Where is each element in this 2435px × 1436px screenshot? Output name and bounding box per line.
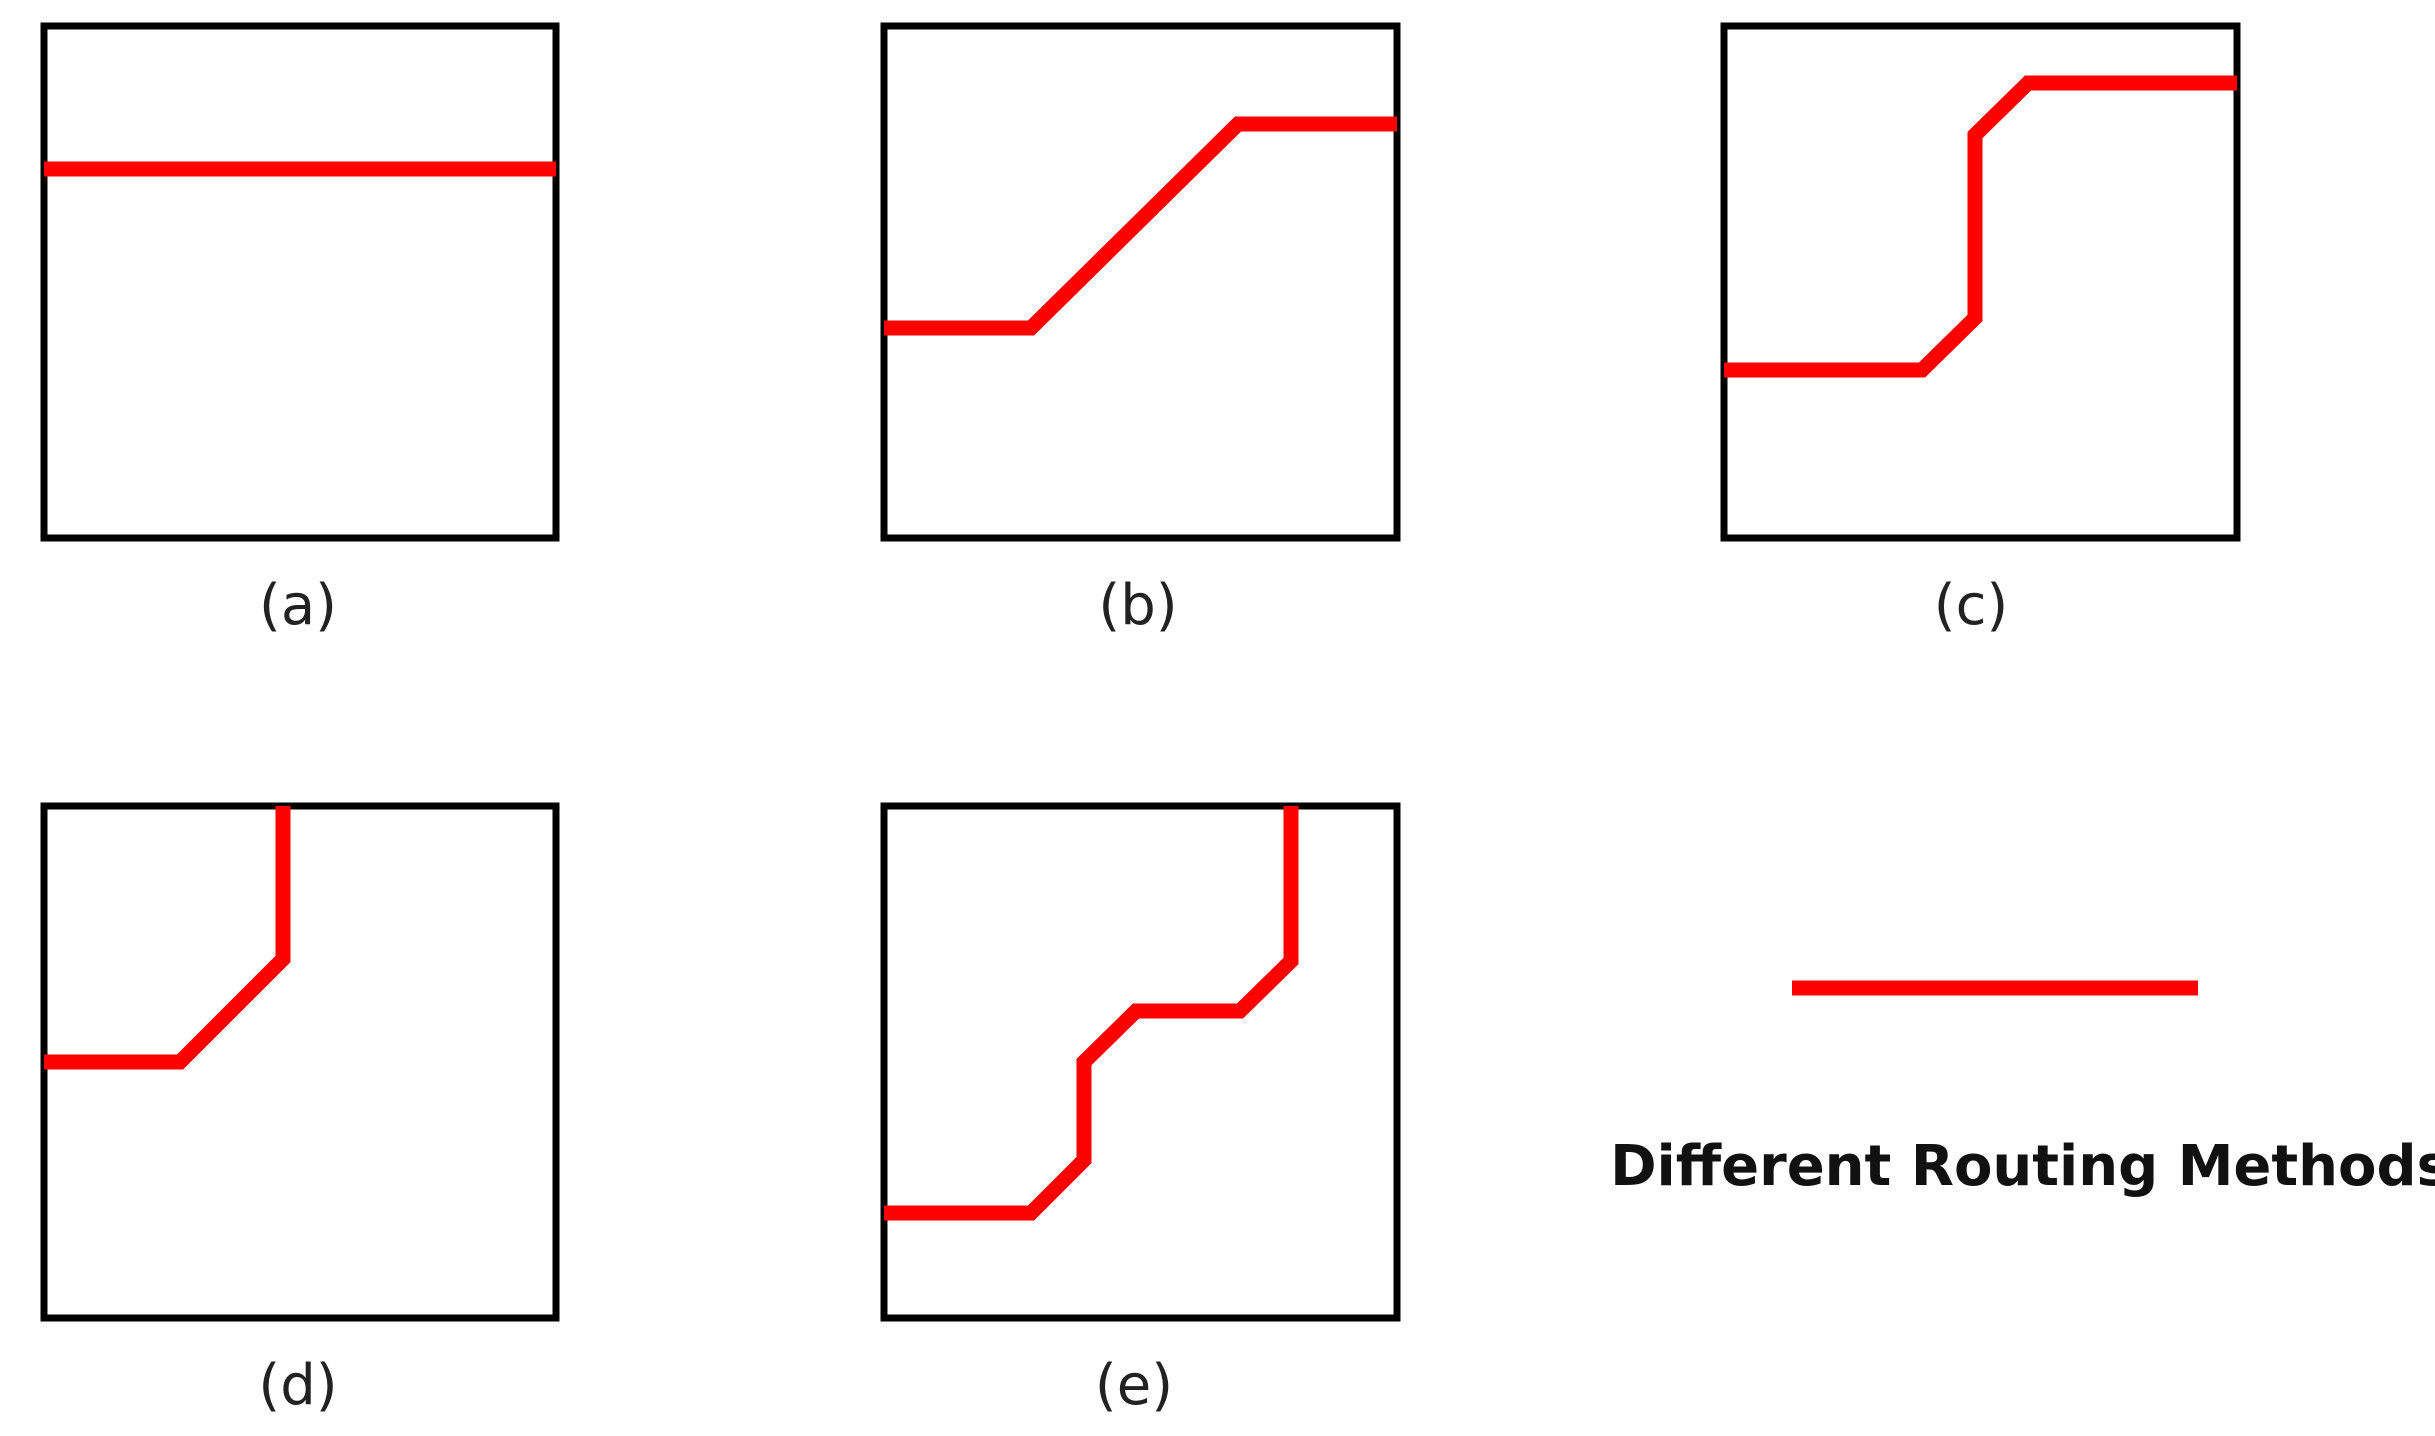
panel-a-caption: (a): [259, 573, 337, 638]
panel-d: (d): [40, 802, 560, 1418]
legend: Different Routing Methods: [1610, 980, 2435, 1199]
panel-b-frame: [880, 22, 1401, 542]
panel-d-route: [44, 806, 291, 1070]
panel-e: (e): [880, 802, 1401, 1418]
panel-e-caption: (e): [1095, 1353, 1173, 1418]
panel-b-caption: (b): [1098, 573, 1177, 638]
panel-e-frame: [880, 802, 1401, 1322]
panel-a: (a): [40, 22, 560, 638]
panel-c: (c): [1720, 22, 2241, 638]
panel-c-caption: (c): [1934, 573, 2008, 638]
panel-a-frame: [40, 22, 560, 542]
legend-label: Different Routing Methods: [1610, 1134, 2435, 1199]
panel-d-caption: (d): [258, 1353, 337, 1418]
panel-c-route: [1724, 75, 2237, 378]
panel-b-route: [884, 116, 1397, 336]
panel-b: (b): [880, 22, 1401, 638]
panel-e-route: [884, 806, 1299, 1221]
